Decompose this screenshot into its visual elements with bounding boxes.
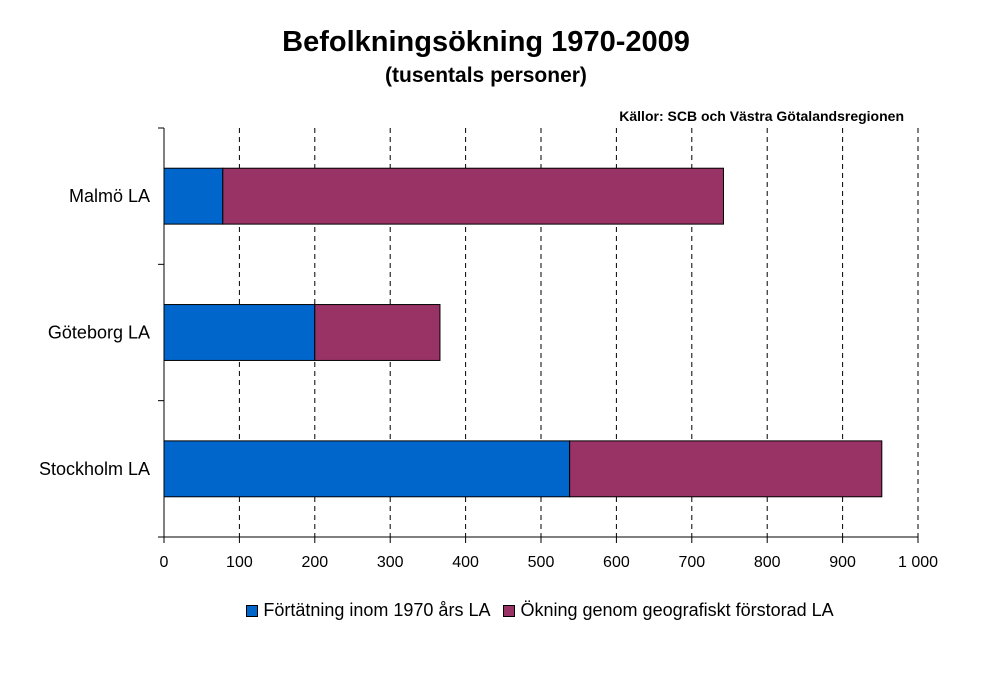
bar-1-series-1: [314, 304, 441, 361]
legend-label-0: Förtätning inom 1970 års LA: [263, 600, 491, 620]
x-tick-label-900: 900: [829, 554, 856, 571]
x-tick-label-800: 800: [754, 554, 781, 571]
chart-legend: Förtätning inom 1970 års LA Ökning genom…: [0, 600, 992, 622]
x-tick-label-400: 400: [452, 554, 479, 571]
legend-swatch-0: [246, 604, 259, 617]
source-note: Källor: SCB och Västra Götalandsregionen: [619, 108, 904, 124]
chart-title: Befolkningsökning 1970-2009: [282, 26, 690, 58]
legend-label-1: Ökning genom geografiskt förstorad LA: [520, 600, 834, 620]
bar-2-series-0: [163, 440, 571, 498]
bar-0-series-0: [163, 167, 224, 225]
legend-item-1: Ökning genom geografiskt förstorad LA: [503, 600, 834, 621]
x-tick-label-500: 500: [528, 554, 555, 571]
x-tick-label-1000: 1 000: [898, 554, 938, 571]
bar-0-series-1: [222, 167, 724, 225]
category-label-1: Göteborg LA: [48, 323, 150, 343]
bar-1-series-0: [163, 304, 316, 361]
x-tick-label-0: 0: [160, 554, 169, 571]
x-tick-label-600: 600: [603, 554, 630, 571]
x-tick-label-100: 100: [226, 554, 253, 571]
x-tick-label-200: 200: [301, 554, 328, 571]
x-tick-label-300: 300: [377, 554, 404, 571]
x-tick-label-700: 700: [678, 554, 705, 571]
category-label-2: Stockholm LA: [39, 459, 150, 479]
legend-item-0: Förtätning inom 1970 års LA: [246, 600, 490, 621]
chart-subtitle: (tusentals personer): [385, 64, 587, 87]
legend-swatch-1: [503, 604, 516, 617]
category-label-0: Malmö LA: [69, 186, 150, 206]
bar-2-series-1: [569, 440, 883, 498]
